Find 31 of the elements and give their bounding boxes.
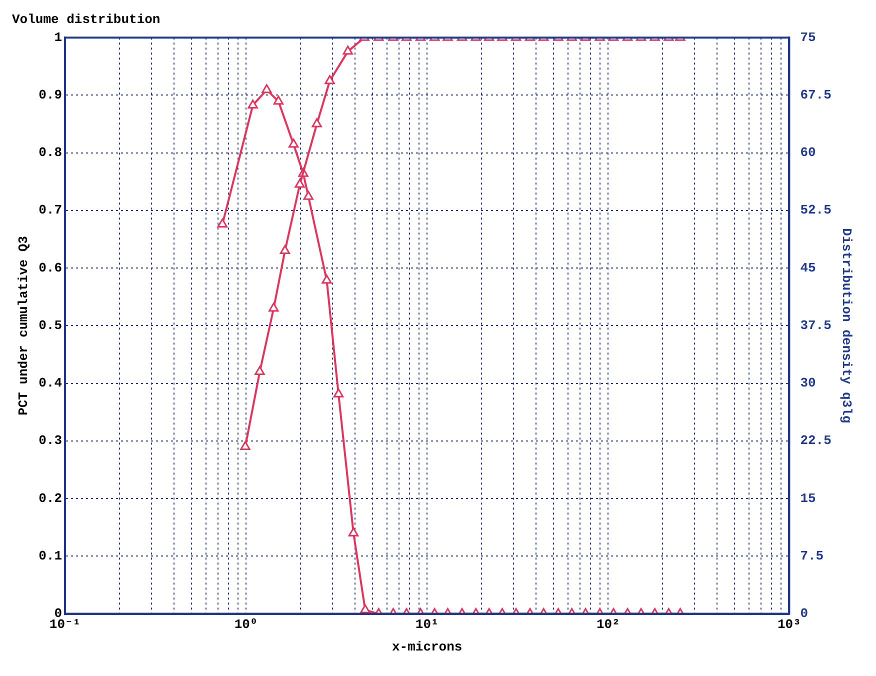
y-tick-label: 1 bbox=[54, 30, 62, 45]
y-tick-label: 0.7 bbox=[38, 202, 62, 218]
y2-tick-label: 60 bbox=[800, 145, 816, 160]
y2-tick-label: 22.5 bbox=[800, 433, 832, 448]
y-tick-label: 0.8 bbox=[38, 145, 62, 160]
y2-tick-label: 0 bbox=[800, 606, 808, 622]
x-tick-label: 10⁰ bbox=[234, 616, 258, 632]
y-tick-label: 0.6 bbox=[38, 260, 62, 276]
y2-tick-label: 45 bbox=[800, 260, 816, 276]
y2-tick-label: 75 bbox=[800, 30, 816, 45]
x-tick-label: 10³ bbox=[777, 616, 801, 632]
x-tick-label: 10¹ bbox=[415, 616, 439, 632]
y-axis-title: PCT under cumulative Q3 bbox=[16, 236, 32, 416]
y2-tick-label: 30 bbox=[800, 376, 816, 391]
y-tick-label: 0.2 bbox=[38, 490, 62, 506]
y-tick-label: 0.4 bbox=[38, 376, 62, 391]
y-tick-label: 0.3 bbox=[38, 433, 62, 448]
y2-tick-label: 37.5 bbox=[800, 318, 832, 333]
y-tick-label: 0.5 bbox=[38, 318, 62, 333]
y-tick-label: 0.1 bbox=[38, 548, 62, 564]
y-tick-label: 0.9 bbox=[38, 88, 62, 102]
x-tick-label: 10² bbox=[596, 616, 620, 632]
point bbox=[333, 388, 344, 398]
x-tick-label: 10⁻¹ bbox=[49, 616, 81, 632]
y2-tick-label: 67.5 bbox=[800, 88, 832, 102]
y2-tick-label: 52.5 bbox=[800, 202, 832, 218]
x-axis-title: x-microns bbox=[392, 639, 462, 654]
chart-title: Volume distribution bbox=[12, 12, 160, 28]
y2-axis-title: Distribution density q3lg bbox=[838, 228, 854, 424]
y2-tick-label: 15 bbox=[800, 490, 816, 506]
y2-tick-label: 7.5 bbox=[800, 548, 824, 564]
